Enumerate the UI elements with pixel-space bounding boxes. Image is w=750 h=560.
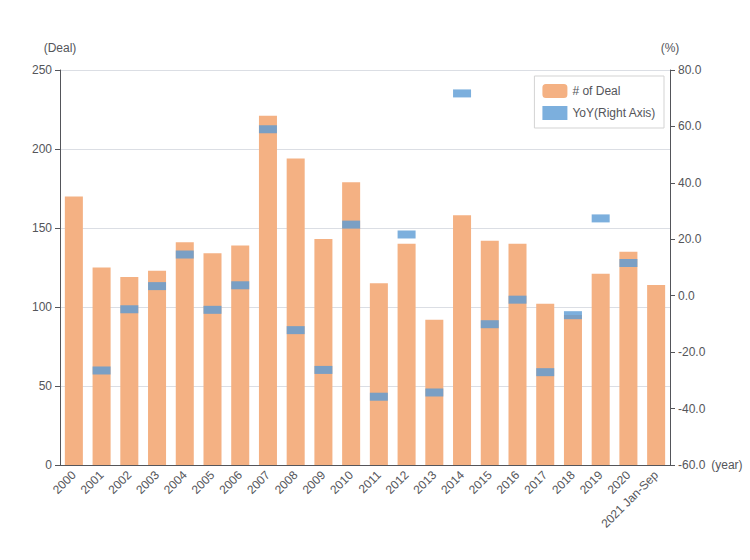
svg-text:2001: 2001	[78, 468, 107, 497]
svg-text:# of Deal: # of Deal	[572, 84, 620, 98]
svg-text:2006: 2006	[216, 468, 245, 497]
svg-text:2015: 2015	[466, 468, 495, 497]
svg-text:2002: 2002	[106, 468, 135, 497]
svg-text:150: 150	[32, 221, 52, 235]
svg-text:80.0: 80.0	[678, 63, 702, 77]
svg-text:2018: 2018	[549, 468, 578, 497]
svg-text:(year): (year)	[711, 458, 742, 472]
svg-text:-60.0: -60.0	[678, 458, 706, 472]
svg-text:2013: 2013	[411, 468, 440, 497]
svg-text:0: 0	[45, 458, 52, 472]
svg-text:2005: 2005	[189, 468, 218, 497]
svg-text:2019: 2019	[577, 468, 606, 497]
svg-text:40.0: 40.0	[678, 176, 702, 190]
svg-text:2004: 2004	[161, 468, 190, 497]
svg-text:2003: 2003	[133, 468, 162, 497]
svg-text:2017: 2017	[521, 468, 550, 497]
svg-text:20.0: 20.0	[678, 232, 702, 246]
svg-text:-40.0: -40.0	[678, 402, 706, 416]
svg-text:2009: 2009	[300, 468, 329, 497]
svg-text:2021 Jan-Sep: 2021 Jan-Sep	[598, 468, 661, 531]
svg-text:0.0: 0.0	[678, 289, 695, 303]
svg-text:2016: 2016	[494, 468, 523, 497]
svg-text:2012: 2012	[383, 468, 412, 497]
svg-text:2020: 2020	[604, 468, 634, 497]
svg-text:60.0: 60.0	[678, 119, 702, 133]
svg-text:-20.0: -20.0	[678, 345, 706, 359]
svg-text:100: 100	[32, 300, 52, 314]
svg-text:YoY(Right Axis): YoY(Right Axis)	[572, 106, 655, 120]
svg-text:2014: 2014	[438, 468, 467, 497]
svg-text:50: 50	[39, 379, 53, 393]
svg-text:250: 250	[32, 63, 52, 77]
svg-text:2011: 2011	[356, 468, 384, 496]
svg-text:(%): (%)	[661, 41, 680, 55]
svg-text:2010: 2010	[327, 468, 356, 497]
svg-text:200: 200	[32, 142, 52, 156]
svg-text:2007: 2007	[244, 468, 273, 497]
svg-text:(Deal): (Deal)	[44, 41, 77, 55]
svg-text:2000: 2000	[50, 468, 79, 497]
svg-text:2008: 2008	[272, 468, 301, 497]
